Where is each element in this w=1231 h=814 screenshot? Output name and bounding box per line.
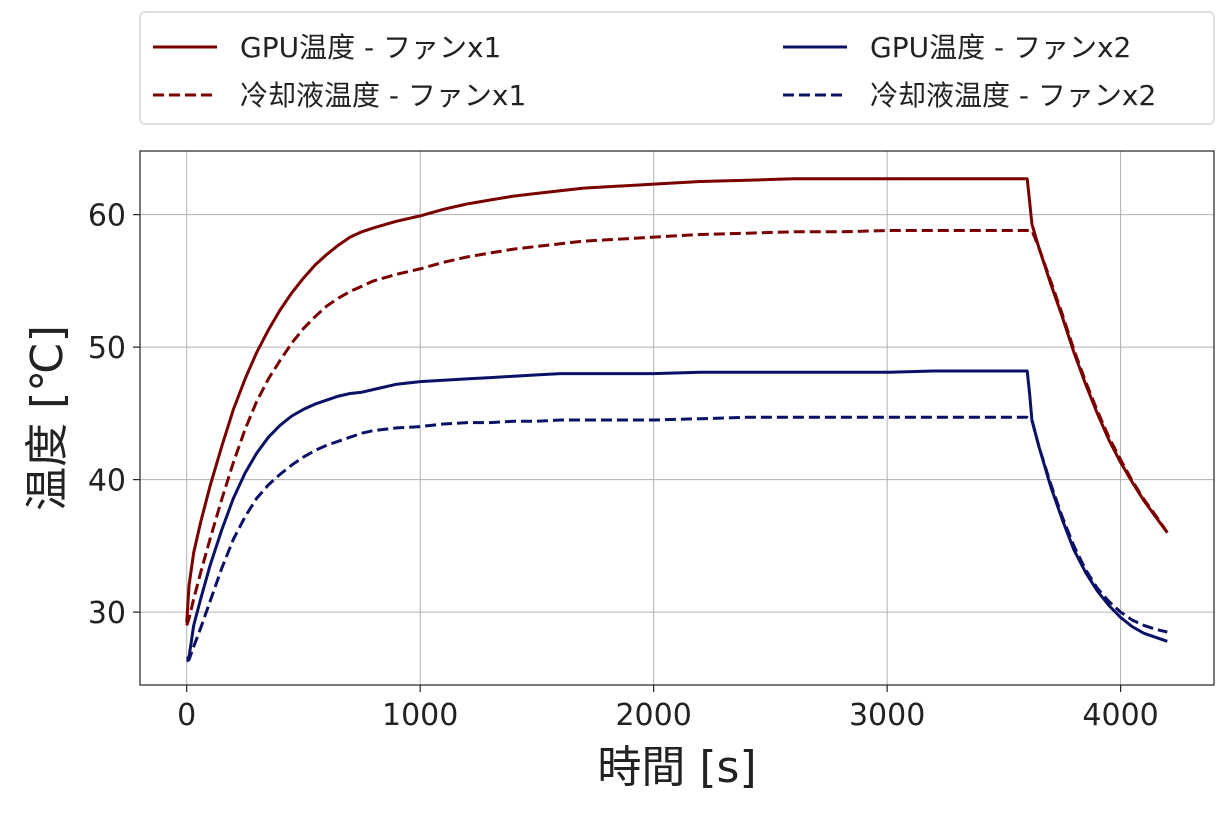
series-line-2	[185, 229, 1169, 626]
plot-frame	[139, 150, 1215, 686]
y-tick-label: 50	[88, 331, 126, 366]
plot-area: 0 1000 2000 3000 4000 30 40 50 60	[88, 150, 1215, 733]
legend: GPU温度 - ファンx1 冷却液温度 - ファンx1 GPU温度 - ファンx2 冷…	[139, 11, 1215, 125]
x-tick-label: 4000	[1082, 698, 1158, 733]
legend-label: 冷却液温度 - ファンx1	[240, 79, 526, 112]
x-axis-label: 時間 [s]	[597, 742, 756, 793]
y-tick-label: 60	[88, 199, 126, 234]
y-tick-label: 40	[88, 464, 126, 499]
x-tick-label: 3000	[849, 698, 925, 733]
legend-label: GPU温度 - ファンx1	[240, 31, 501, 64]
x-tick-label: 1000	[382, 698, 458, 733]
legend-frame	[139, 11, 1215, 125]
y-axis-label: 温度 [℃]	[22, 325, 73, 511]
series-line-4	[185, 415, 1168, 663]
x-tick-label: 0	[177, 698, 196, 733]
legend-label: GPU温度 - ファンx2	[870, 31, 1131, 64]
x-tick-label: 2000	[615, 698, 691, 733]
y-tick-label: 30	[88, 596, 126, 631]
series-line-1	[185, 177, 1169, 623]
series-line-3	[185, 369, 1168, 660]
legend-label: 冷却液温度 - ファンx2	[870, 79, 1156, 112]
